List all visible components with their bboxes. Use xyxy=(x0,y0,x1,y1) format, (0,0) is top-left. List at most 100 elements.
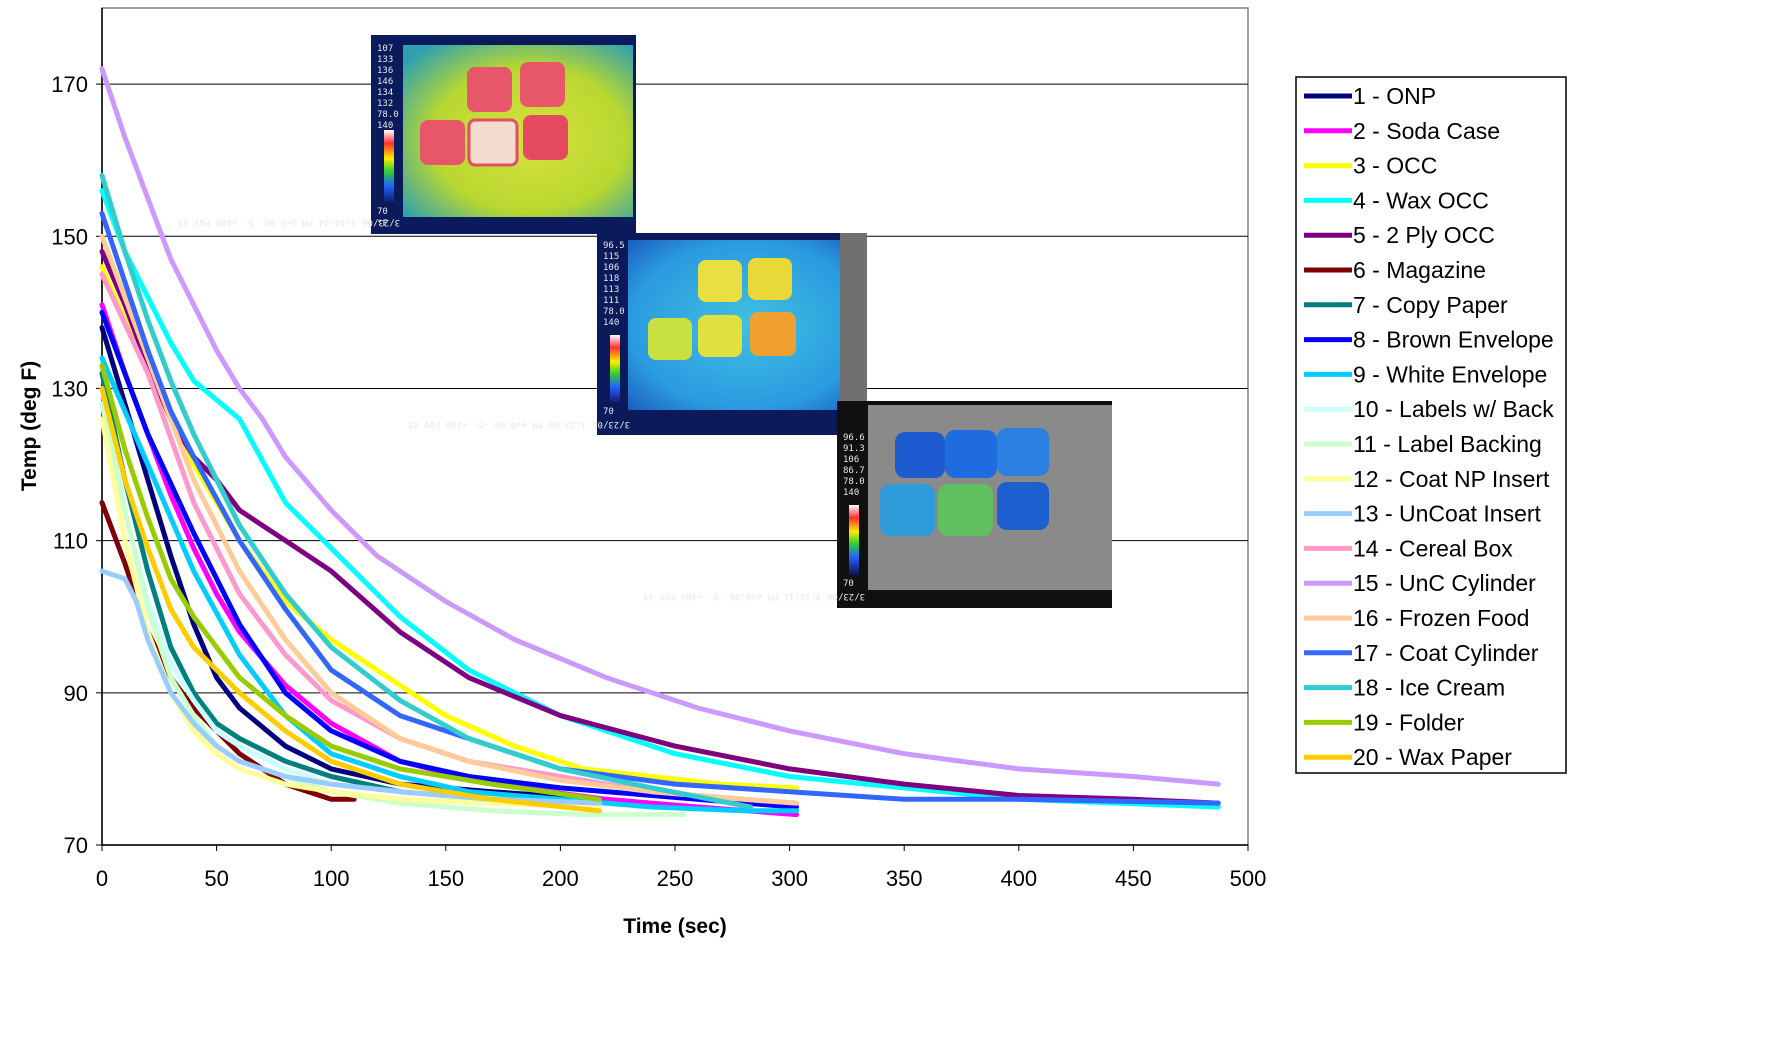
legend-item-8: 8 - Brown Envelope xyxy=(1304,327,1554,353)
series-line-8 xyxy=(99,309,799,810)
legend-label: 19 - Folder xyxy=(1353,709,1465,735)
legend-label: 8 - Brown Envelope xyxy=(1353,327,1554,353)
series-line-13 xyxy=(99,568,602,806)
y-tick-label: 170 xyxy=(51,72,88,97)
legend-item-10: 10 - Labels w/ Back xyxy=(1304,396,1554,422)
legend-label: 4 - Wax OCC xyxy=(1353,187,1489,213)
legend-label: 6 - Magazine xyxy=(1353,257,1486,283)
sample-spot xyxy=(520,62,565,107)
y-tick-label: 130 xyxy=(51,376,88,401)
y-tick-label: 90 xyxy=(64,681,88,706)
legend-label: 18 - Ice Cream xyxy=(1353,675,1505,701)
svg-text:106: 106 xyxy=(603,263,619,273)
y-tick-label: 70 xyxy=(64,833,88,858)
svg-text:115: 115 xyxy=(603,252,619,262)
thermal-readings: 96.5 115 106 118 113 111 78.0 140 70 xyxy=(603,241,625,417)
svg-text:96.5: 96.5 xyxy=(603,241,625,251)
svg-text:134: 134 xyxy=(377,88,393,98)
legend-item-2: 2 - Soda Case xyxy=(1304,118,1500,144)
thermal-caption: 3/23/06 3:22:00 PM e=0.96 -5- +480 FOV 4… xyxy=(408,419,630,429)
sample-spot xyxy=(895,432,945,478)
sample-spot xyxy=(420,120,465,165)
svg-text:113: 113 xyxy=(603,285,619,295)
thermal-image-1: 107 133 136 146 134 132 78.0 140 70 °F 3… xyxy=(178,35,636,234)
legend-label: 20 - Wax Paper xyxy=(1353,744,1512,770)
series-line-3 xyxy=(99,264,799,791)
x-axis-title: Time (sec) xyxy=(623,915,727,938)
legend-label: 5 - 2 Ply OCC xyxy=(1353,222,1495,248)
legend-label: 10 - Labels w/ Back xyxy=(1353,396,1554,422)
legend-label: 7 - Copy Paper xyxy=(1353,292,1508,318)
legend-label: 1 - ONP xyxy=(1353,83,1436,109)
svg-text:78.0: 78.0 xyxy=(843,477,865,487)
sample-spot xyxy=(467,67,512,112)
x-tick-label: 450 xyxy=(1115,866,1152,891)
legend-item-12: 12 - Coat NP Insert xyxy=(1304,466,1550,492)
svg-text:133: 133 xyxy=(377,55,393,65)
svg-text:70: 70 xyxy=(377,207,388,217)
svg-text:111: 111 xyxy=(603,296,619,306)
legend-item-14: 14 - Cereal Box xyxy=(1304,535,1513,561)
temperature-scale xyxy=(849,505,859,575)
x-tick-label: 300 xyxy=(771,866,808,891)
series-lines xyxy=(99,66,1221,818)
x-tick-label: 50 xyxy=(204,866,228,891)
legend-label: 13 - UnCoat Insert xyxy=(1353,501,1542,527)
legend-label: 12 - Coat NP Insert xyxy=(1353,466,1550,492)
sample-spot xyxy=(880,484,935,536)
legend-label: 14 - Cereal Box xyxy=(1353,535,1513,561)
svg-text:140: 140 xyxy=(603,318,619,328)
thermal-caption: 3/23/06 3:18:24 PM e=0.96 -5- +480 FOV 4… xyxy=(178,217,400,227)
legend-label: 3 - OCC xyxy=(1353,153,1437,179)
series-line-15 xyxy=(99,66,1221,787)
svg-text:91.3: 91.3 xyxy=(843,444,865,454)
legend: 1 - ONP 2 - Soda Case 3 - OCC 4 - Wax OCC 5 … xyxy=(1304,83,1554,770)
x-tick-label: 100 xyxy=(313,866,350,891)
legend-item-6: 6 - Magazine xyxy=(1304,257,1486,283)
legend-item-5: 5 - 2 Ply OCC xyxy=(1304,222,1495,248)
svg-text:°F: °F xyxy=(377,219,388,229)
svg-text:118: 118 xyxy=(603,274,619,284)
legend-item-7: 7 - Copy Paper xyxy=(1304,292,1508,318)
legend-item-4: 4 - Wax OCC xyxy=(1304,187,1489,213)
thermal-readings: 96.6 91.3 106 86.7 78.0 140 70 xyxy=(843,433,865,589)
svg-text:140: 140 xyxy=(843,488,859,498)
x-axis-ticks: 0 50 100 150 200 250 300 350 400 450 500 xyxy=(96,845,1266,891)
temperature-scale xyxy=(610,335,620,405)
legend-label: 15 - UnC Cylinder xyxy=(1353,570,1536,596)
svg-text:78.0: 78.0 xyxy=(603,307,625,317)
sample-spot xyxy=(467,118,519,167)
legend-label: 2 - Soda Case xyxy=(1353,118,1500,144)
thermal-readings: 107 133 136 146 134 132 78.0 140 70 °F xyxy=(377,44,399,229)
x-tick-label: 150 xyxy=(427,866,464,891)
legend-item-18: 18 - Ice Cream xyxy=(1304,675,1505,701)
series-line-12 xyxy=(99,416,602,810)
svg-text:86.7: 86.7 xyxy=(843,466,865,476)
legend-label: 17 - Coat Cylinder xyxy=(1353,640,1539,666)
svg-text:132: 132 xyxy=(377,99,393,109)
temperature-scale xyxy=(384,130,394,205)
svg-text:107: 107 xyxy=(377,44,393,54)
sample-spot xyxy=(938,484,993,536)
legend-item-16: 16 - Frozen Food xyxy=(1304,605,1529,631)
svg-text:140: 140 xyxy=(377,121,393,131)
sample-spot xyxy=(698,260,742,302)
legend-item-15: 15 - UnC Cylinder xyxy=(1304,570,1536,596)
sample-spot xyxy=(997,482,1049,530)
x-tick-label: 500 xyxy=(1230,866,1267,891)
series-line-9 xyxy=(99,355,799,814)
svg-text:136: 136 xyxy=(377,66,393,76)
legend-item-11: 11 - Label Backing xyxy=(1304,431,1542,457)
svg-text:106: 106 xyxy=(843,455,859,465)
legend-item-13: 13 - UnCoat Insert xyxy=(1304,501,1542,527)
sample-spot xyxy=(748,258,792,300)
sample-spot xyxy=(648,318,692,360)
svg-text:70: 70 xyxy=(603,407,614,417)
thermal-image-3: 96.6 91.3 106 86.7 78.0 140 70 3/23/06 3… xyxy=(643,401,1112,608)
legend-label: 16 - Frozen Food xyxy=(1353,605,1529,631)
sample-spot xyxy=(945,430,997,478)
y-axis-ticks: 70 90 110 130 150 170 xyxy=(51,72,102,858)
x-tick-label: 350 xyxy=(886,866,923,891)
sample-spot xyxy=(523,115,568,160)
